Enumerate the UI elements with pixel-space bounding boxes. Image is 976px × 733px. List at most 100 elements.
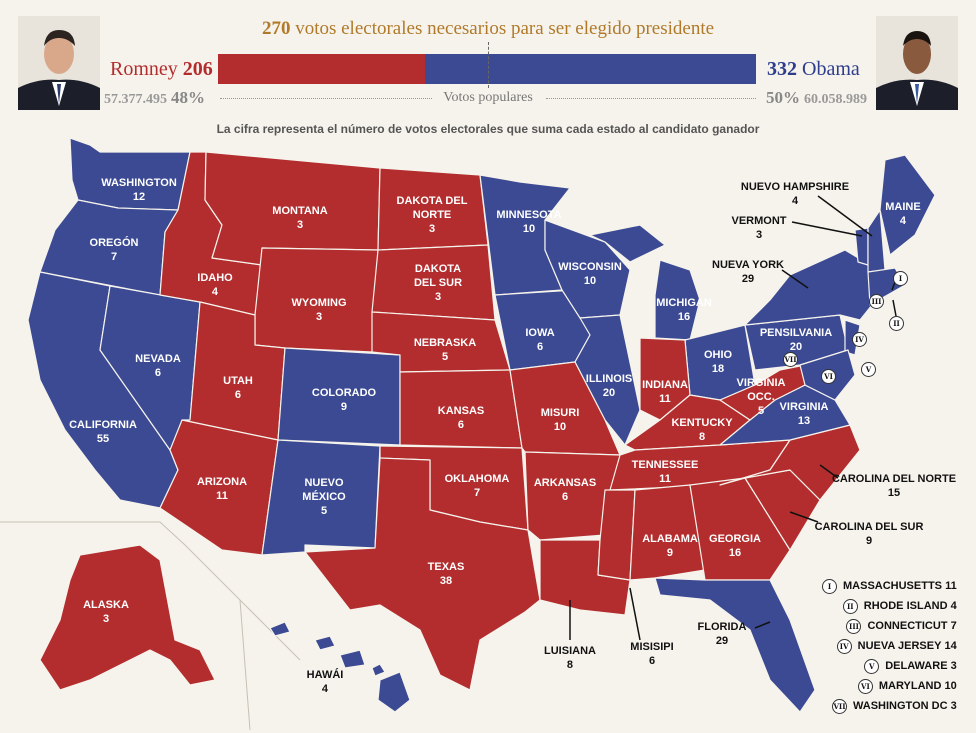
label-nevada: NEVADA 6 (135, 353, 181, 379)
label-wisconsin: WISCONSIN 10 (558, 261, 622, 287)
label-new-mexico: NUEVO MÉXICO 5 (302, 477, 346, 517)
label-california: CALIFORNIA 55 (69, 419, 137, 445)
label-oklahoma: OKLAHOMA 7 (444, 473, 510, 499)
marker-washington-dc: VII (783, 352, 798, 367)
label-minnesota: MINNESOTA 10 (496, 209, 562, 235)
label-ohio: OHIO 18 (703, 349, 733, 375)
label-oregon: OREGÓN 7 (89, 237, 139, 263)
label-arizona: ARIZONA 11 (196, 476, 248, 502)
state-north-carolina (719, 424, 861, 501)
legend-numeral: VI (857, 678, 873, 694)
romney-electoral: 206 (182, 58, 213, 80)
label-texas: TEXAS 38 (427, 561, 465, 587)
label-iowa: IOWA 6 (525, 327, 555, 353)
label-montana: MONTANA 3 (272, 205, 328, 231)
state-georgia (689, 477, 791, 581)
legend-row: IV NUEVA JERSEY 14 (822, 636, 957, 656)
label-colorado: COLORADO 9 (311, 387, 377, 413)
legend-numeral: II (842, 598, 858, 614)
romney-popular-votes: 57.377.495 (104, 92, 167, 107)
label-tennessee: TENNESSEE 11 (631, 459, 699, 485)
label-vermont: VERMONT 3 (731, 215, 787, 241)
label-wyoming: WYOMING 3 (291, 297, 347, 323)
popular-dots-right (546, 98, 756, 99)
label-new-york: NUEVA YORK 29 (712, 259, 784, 285)
label-georgia: GEORGIA 16 (709, 533, 761, 559)
obama-popular-votes: 60.058.989 (804, 92, 867, 107)
leader-lines (569, 195, 897, 641)
obama-name: Obama (802, 58, 860, 80)
label-south-dakota: DAKOTA DEL SUR 3 (413, 263, 463, 303)
label-north-dakota: DAKOTA DEL NORTE 3 (396, 195, 468, 235)
popular-dots-left (220, 98, 432, 99)
electoral-needed-number: 270 (261, 18, 291, 39)
romney-label: Romney 206 (110, 58, 213, 81)
marker-delaware: V (861, 362, 876, 377)
label-kansas: KANSAS 6 (437, 405, 485, 431)
romney-popular-pct: 48% (171, 88, 205, 107)
label-mississippi: MISISIPI 6 (630, 641, 674, 667)
label-michigan: MICHIGAN 16 (656, 297, 712, 323)
label-louisiana: LUISIANA 8 (544, 645, 596, 671)
legend-row: VI MARYLAND 10 (822, 676, 957, 696)
marker-new-jersey: IV (852, 332, 867, 347)
legend-row: VII WASHINGTON DC 3 (832, 698, 957, 714)
label-north-carolina: CAROLINA DEL NORTE 15 (831, 473, 957, 499)
label-illinois: ILLINOIS 20 (585, 373, 633, 399)
label-maine: MAINE 4 (885, 201, 921, 227)
romney-popular: 57.377.495 48% (104, 88, 205, 108)
legend-numeral: III (846, 618, 862, 634)
romney-name: Romney (110, 58, 178, 80)
marker-maryland: VI (821, 369, 836, 384)
marker-rhode-island: II (889, 316, 904, 331)
legend-row: III CONNECTICUT 7 (822, 616, 957, 636)
obama-popular-pct: 50% (766, 88, 800, 107)
label-pennsylvania: PENSILVANIA 20 (759, 327, 833, 353)
label-kentucky: KENTUCKY 8 (671, 417, 733, 443)
label-west-virginia: VIRGINIA OCC. 5 (736, 377, 786, 417)
label-missouri: MISURI 10 (540, 407, 580, 433)
state-michigan-up (589, 224, 666, 263)
obama-label: 332 Obama (767, 58, 860, 81)
obama-portrait (876, 16, 958, 110)
label-virginia: VIRGINIA 13 (779, 401, 829, 427)
legend-row: II RHODE ISLAND 4 (822, 596, 957, 616)
small-states-legend: I MASSACHUSETTS 11 II RHODE ISLAND 4 III CO… (822, 576, 957, 716)
state-mississippi (597, 489, 636, 581)
electoral-needed-text: votos electorales necesarios para ser el… (295, 18, 715, 39)
inset-divider-alaska (0, 521, 301, 661)
label-indiana: INDIANA 11 (642, 379, 688, 405)
state-hawaii (269, 621, 411, 713)
label-new-hampshire: NUEVO HAMPSHIRE 4 (740, 181, 850, 207)
label-alaska: ALASKA 3 (83, 599, 129, 625)
obama-electoral-bar (425, 54, 756, 84)
legend-numeral: I (822, 578, 837, 594)
state-illinois (574, 314, 641, 446)
romney-portrait (18, 16, 100, 110)
popular-votes-label: Votos populares (443, 90, 533, 105)
legend-numeral: VII (832, 698, 847, 714)
legend-numeral: IV (836, 638, 852, 654)
label-washington: WASHINGTON 12 (101, 177, 177, 203)
obama-electoral: 332 (767, 58, 797, 80)
state-alaska (39, 544, 216, 691)
label-florida: FLORIDA 29 (697, 621, 747, 647)
romney-electoral-bar (218, 54, 425, 84)
label-utah: UTAH 6 (223, 375, 253, 401)
map-subtitle: La cifra representa el número de votos e… (216, 122, 760, 136)
majority-line (488, 42, 489, 88)
marker-massachusetts: I (893, 271, 908, 286)
label-alabama: ALABAMA 9 (642, 533, 698, 559)
label-hawaii: HAWÁI 4 (306, 669, 344, 695)
state-alabama (629, 484, 706, 581)
state-maine (879, 154, 936, 256)
legend-row: V DELAWARE 3 (822, 656, 957, 676)
legend-numeral: V (864, 658, 880, 674)
label-south-carolina: CAROLINA DEL SUR 9 (814, 521, 924, 547)
state-arkansas (524, 451, 621, 541)
legend-row: I MASSACHUSETTS 11 (822, 576, 957, 596)
state-florida (654, 577, 816, 713)
inset-divider-hawaii (239, 599, 251, 731)
state-texas (304, 457, 541, 691)
